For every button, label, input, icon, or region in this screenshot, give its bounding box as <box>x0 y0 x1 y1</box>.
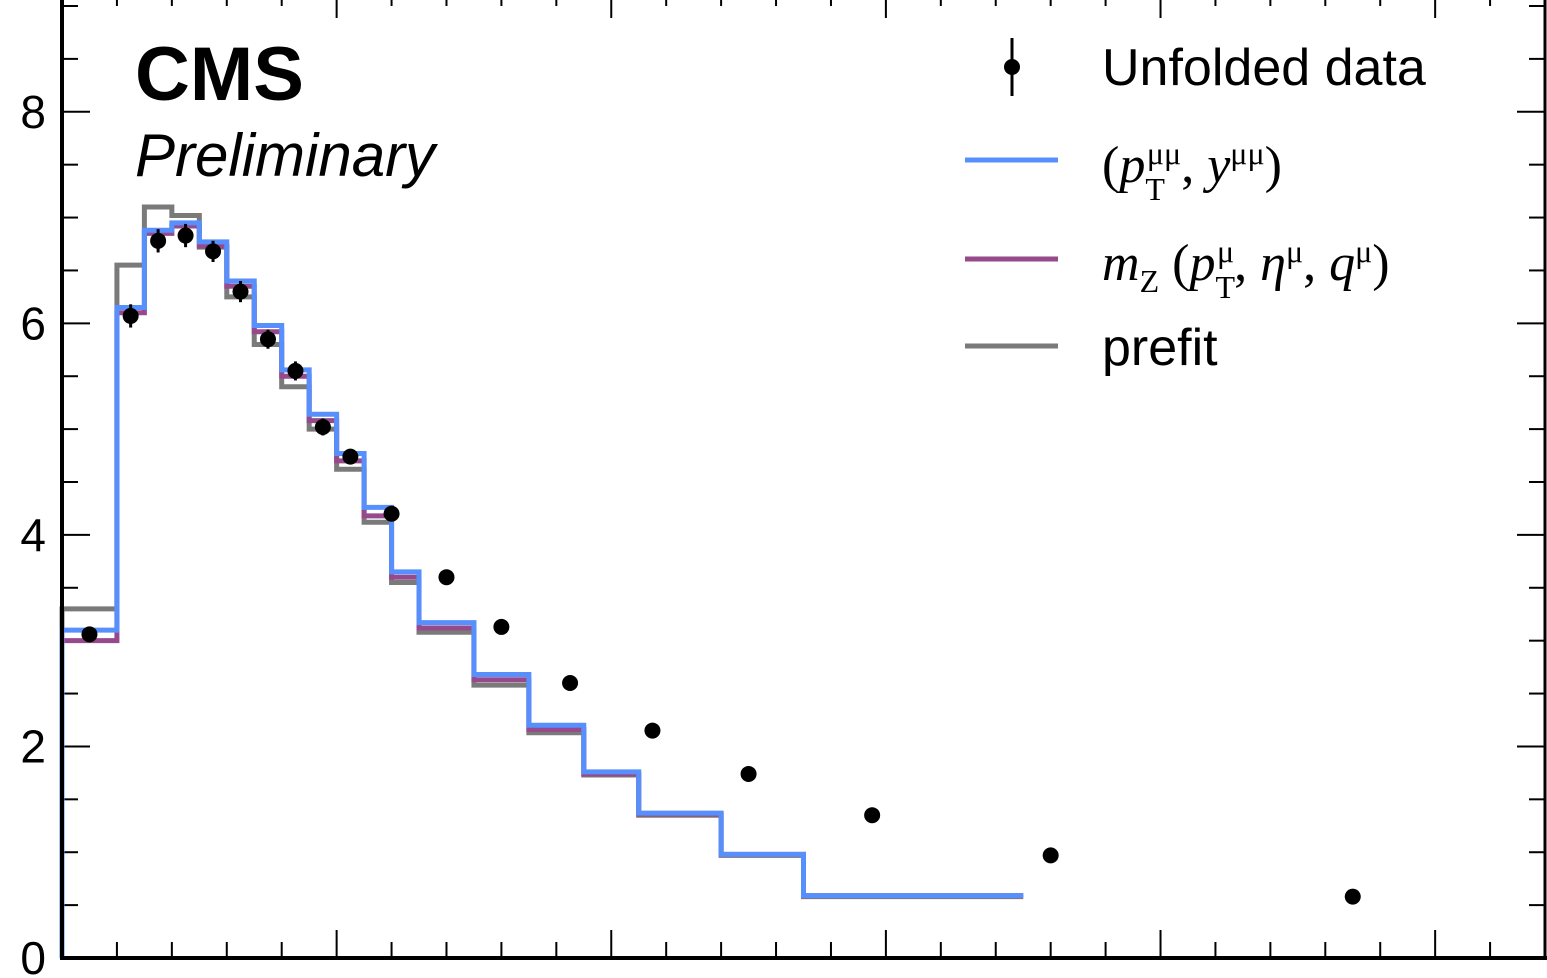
legend-item-mz: mZ (pTμ, ημ, qμ) <box>965 233 1390 305</box>
y-tick-labels: 0 2 4 6 8 <box>20 86 46 978</box>
legend-label-data: Unfolded data <box>1102 39 1426 97</box>
series-layer <box>59 204 1024 958</box>
y-tick-label: 6 <box>20 297 46 349</box>
legend-label-prefit: prefit <box>1102 319 1218 377</box>
data-point <box>314 418 331 435</box>
data-point <box>205 243 222 260</box>
data-point <box>383 505 400 522</box>
legend: Unfolded data (pTμμ, yμμ) mZ (pTμ, ημ, q… <box>965 38 1426 377</box>
y-tick-label: 2 <box>20 720 46 772</box>
data-point <box>342 448 359 465</box>
data-point <box>1344 888 1361 905</box>
data-point <box>1042 847 1059 864</box>
legend-item-data: Unfolded data <box>1004 38 1426 97</box>
data-points <box>81 223 1361 905</box>
data-point <box>232 283 249 300</box>
data-point <box>740 765 757 782</box>
legend-item-prefit: prefit <box>965 319 1218 377</box>
step-series-0 <box>59 204 1024 958</box>
legend-item-ptll: (pTμμ, yμμ) <box>965 135 1282 207</box>
step-series-1 <box>59 223 1024 958</box>
data-point <box>81 626 98 643</box>
experiment-label: CMS <box>135 32 304 117</box>
data-point <box>493 618 510 635</box>
step-series-2 <box>59 220 1024 958</box>
data-point <box>562 674 579 691</box>
status-label: Preliminary <box>135 122 439 189</box>
data-point <box>122 307 139 324</box>
legend-label-mz: mZ (pTμ, ημ, qμ) <box>1102 233 1390 305</box>
legend-label-ptll: (pTμμ, yμμ) <box>1102 135 1282 207</box>
data-point <box>287 362 304 379</box>
y-tick-label: 0 <box>20 932 46 978</box>
data-point <box>644 722 661 739</box>
data-point <box>150 232 167 249</box>
data-point <box>438 569 455 586</box>
legend-data-marker <box>1004 59 1020 75</box>
y-tick-label: 4 <box>20 509 46 561</box>
data-point <box>864 807 881 824</box>
data-point <box>177 227 194 244</box>
data-point <box>259 331 276 348</box>
y-tick-label: 8 <box>20 86 46 138</box>
